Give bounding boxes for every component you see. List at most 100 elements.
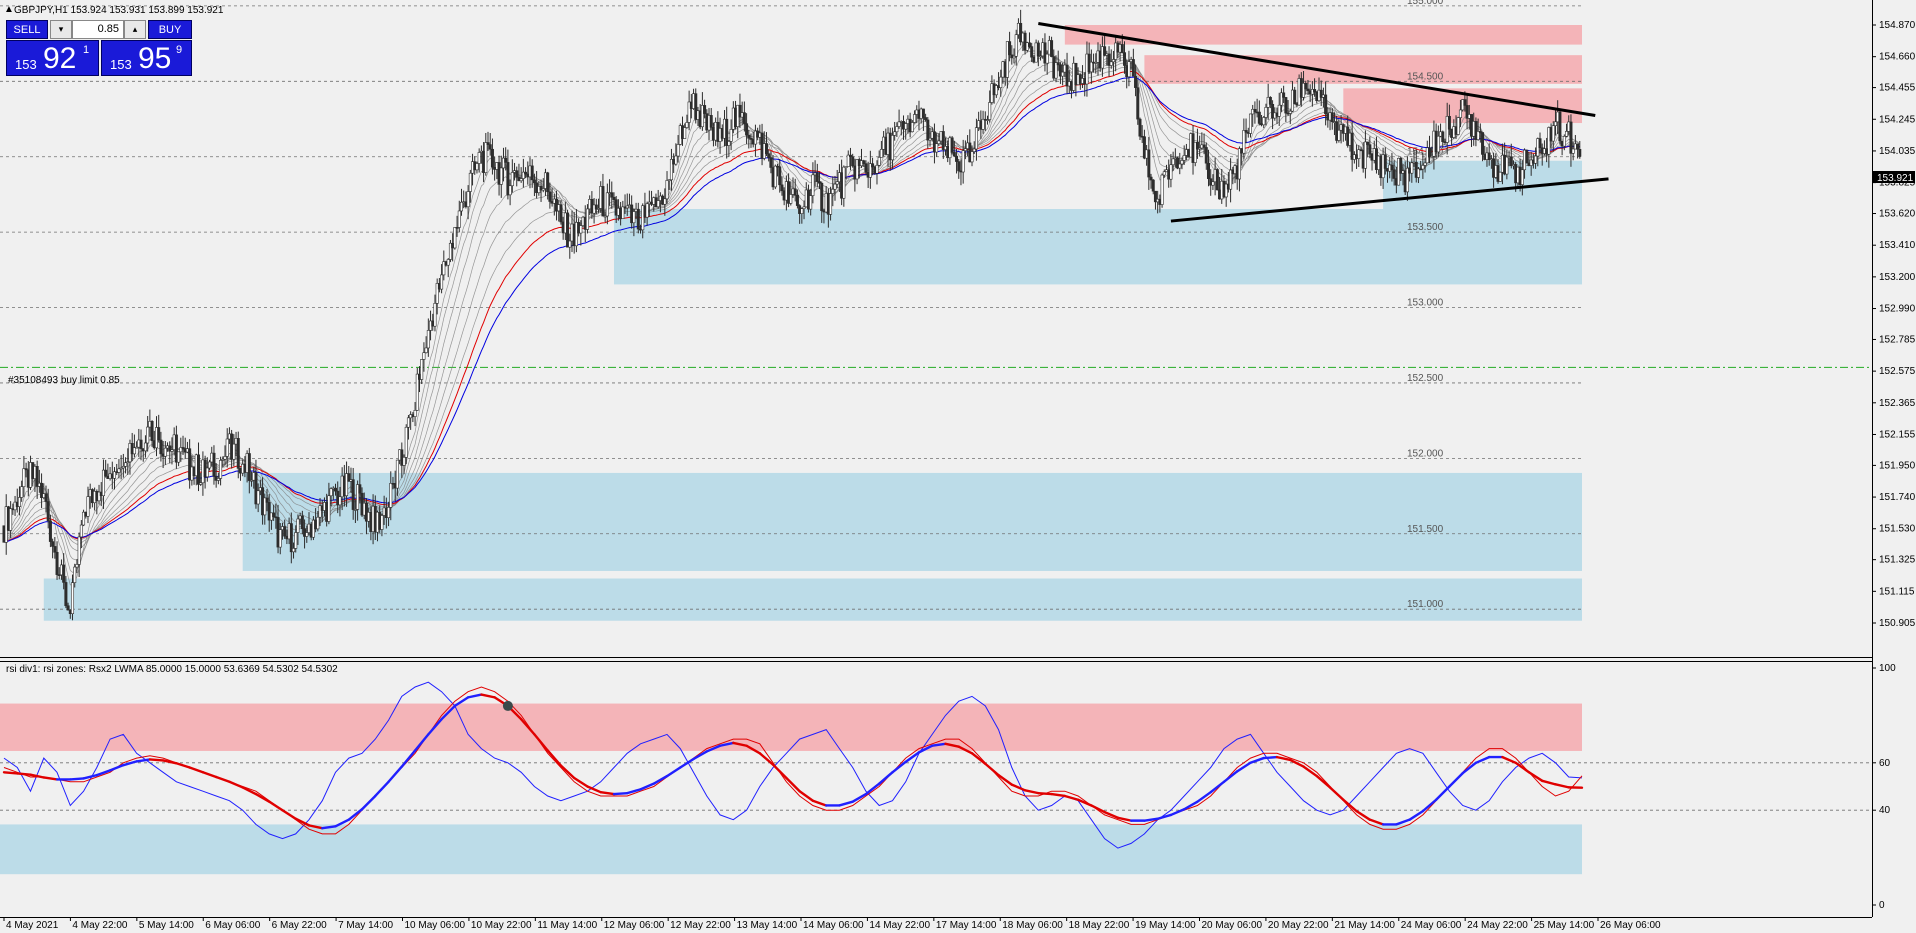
candle-body bbox=[1050, 40, 1054, 57]
candle-body bbox=[842, 166, 846, 199]
candle-body bbox=[387, 507, 391, 518]
candle-body bbox=[809, 195, 813, 210]
candle-body bbox=[446, 259, 450, 266]
candle-body bbox=[1368, 144, 1372, 155]
candle-body bbox=[1253, 108, 1257, 113]
volume-up-button[interactable]: ▴ bbox=[124, 20, 146, 39]
rsi-signal-segment bbox=[970, 752, 987, 765]
candle-body bbox=[1027, 42, 1031, 47]
candle-body bbox=[150, 420, 154, 441]
candle-body bbox=[932, 131, 936, 153]
time-tick-label: 14 May 06:00 bbox=[803, 920, 864, 931]
candle-body bbox=[296, 518, 300, 533]
buy-price-button[interactable]: 153 95 9 bbox=[101, 40, 192, 76]
candle-body bbox=[219, 460, 223, 479]
candle-body bbox=[199, 482, 203, 485]
candle-body bbox=[40, 482, 44, 498]
price-tick-label: 153.825 bbox=[1879, 178, 1916, 189]
price-tick-label: 154.455 bbox=[1879, 83, 1916, 94]
candle-body bbox=[318, 505, 322, 518]
rsi-signal-segment bbox=[612, 791, 629, 796]
candle-body bbox=[605, 192, 609, 217]
indicator-label: rsi div1: rsi zones: Rsx2 LWMA 85.0000 1… bbox=[6, 664, 338, 675]
candle-body bbox=[787, 181, 791, 204]
volume-input[interactable]: 0.85 bbox=[72, 20, 124, 39]
time-axis[interactable]: 4 May 2021 4 May 22:00 5 May 14:00 6 May 06… bbox=[3, 917, 1661, 931]
rsi-oversold-zone bbox=[0, 824, 1582, 875]
rsi-signal-segment bbox=[1103, 810, 1120, 819]
rsi-signal-segment bbox=[1541, 779, 1557, 786]
candle-body bbox=[1229, 169, 1233, 190]
candle-body bbox=[846, 154, 850, 167]
rsi-signal-segment bbox=[42, 776, 59, 781]
rsi-signal-segment bbox=[1342, 798, 1358, 813]
candle-body bbox=[468, 172, 472, 192]
rsi-signal-segment bbox=[16, 772, 32, 776]
candle-body bbox=[265, 497, 269, 503]
candle-body bbox=[773, 165, 777, 188]
candle-body bbox=[1202, 144, 1206, 148]
candle-body bbox=[749, 137, 753, 140]
buy-price-prefix: 153 bbox=[110, 57, 132, 72]
time-tick-label: 21 May 14:00 bbox=[1334, 920, 1395, 931]
candle-body bbox=[168, 445, 172, 452]
candle-body bbox=[119, 467, 123, 470]
candle-body bbox=[829, 193, 833, 215]
candle-body bbox=[327, 495, 331, 522]
upper-trendline[interactable] bbox=[1038, 22, 1596, 117]
rsi-signal-segment bbox=[546, 749, 563, 767]
candle-body bbox=[818, 181, 822, 184]
candle-body bbox=[440, 274, 444, 290]
volume-down-button[interactable]: ▾ bbox=[50, 20, 72, 39]
candle-body bbox=[585, 208, 589, 230]
buy-button[interactable]: BUY bbox=[148, 20, 192, 39]
candle-body bbox=[135, 446, 139, 449]
rsi-tick-label: 100 bbox=[1879, 663, 1896, 674]
candle-body bbox=[985, 119, 989, 121]
candle-body bbox=[1430, 155, 1434, 158]
candle-body bbox=[1476, 131, 1480, 140]
candle-body bbox=[597, 208, 601, 210]
rsi-signal-segment bbox=[268, 800, 284, 812]
order-label[interactable]: #35108493 buy limit 0.85 bbox=[8, 375, 120, 386]
candle-body bbox=[1262, 117, 1266, 126]
candle-body bbox=[709, 115, 713, 128]
rsi-signal-segment bbox=[1050, 792, 1067, 798]
candle-body bbox=[738, 104, 742, 118]
rsi-signal-segment bbox=[1328, 786, 1345, 801]
candle-body bbox=[1056, 62, 1060, 66]
time-tick-label: 10 May 22:00 bbox=[471, 920, 532, 931]
candle-body bbox=[334, 487, 338, 492]
time-tick-label: 5 May 14:00 bbox=[139, 920, 194, 931]
candle-body bbox=[941, 131, 945, 150]
sell-price-button[interactable]: 153 92 1 bbox=[6, 40, 99, 76]
candle-body bbox=[484, 142, 488, 173]
candle-body bbox=[1054, 62, 1058, 79]
one-click-trading-panel: SELL ▾ 0.85 ▴ BUY 153 92 1 153 95 9 bbox=[6, 20, 192, 76]
price-axis[interactable]: 154.870 154.660 154.455 154.245 154.035 153.8… bbox=[1872, 20, 1916, 629]
candle-body bbox=[1465, 105, 1469, 119]
price-tick-label: 153.200 bbox=[1879, 272, 1916, 283]
candle-body bbox=[632, 211, 636, 224]
price-tick-label: 152.575 bbox=[1879, 366, 1916, 377]
candle-body bbox=[778, 166, 782, 186]
rsi-signal-segment bbox=[1037, 791, 1053, 796]
rsi-signal-segment bbox=[718, 741, 735, 747]
rsi-signal-segment bbox=[1090, 804, 1106, 814]
candle-body bbox=[1182, 155, 1186, 161]
rsi-overbought-zone bbox=[0, 703, 1582, 751]
rsi-tick-label: 60 bbox=[1879, 758, 1891, 769]
candle-body bbox=[1147, 149, 1151, 178]
candle-body bbox=[1509, 156, 1513, 167]
rsi-signal-segment bbox=[1143, 817, 1159, 822]
rsi-signal-segment bbox=[997, 773, 1013, 786]
time-tick-label: 14 May 22:00 bbox=[869, 920, 930, 931]
candle-body bbox=[422, 352, 426, 360]
rsi-pane[interactable] bbox=[0, 661, 1872, 917]
rsi-signal-segment bbox=[334, 818, 350, 828]
trendlines-layer[interactable] bbox=[1038, 22, 1609, 223]
rsi-tick-label: 0 bbox=[1879, 900, 1885, 911]
sell-button[interactable]: SELL bbox=[6, 20, 48, 39]
lower-trendline[interactable] bbox=[1170, 177, 1609, 223]
